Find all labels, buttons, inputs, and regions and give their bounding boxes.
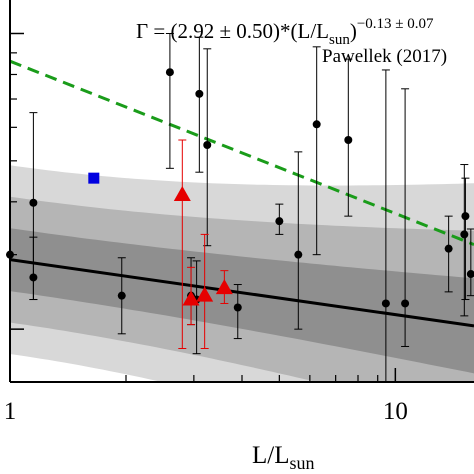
circle-marker — [29, 273, 38, 282]
reference-label: Pawellek (2017) — [322, 46, 447, 67]
circle-point — [203, 48, 212, 247]
circle-point — [461, 177, 470, 301]
circle-marker — [312, 120, 321, 129]
circle-point — [401, 88, 410, 347]
circle-point — [117, 257, 126, 335]
circle-point — [312, 46, 321, 256]
circle-point — [195, 36, 204, 173]
triangle-marker — [215, 279, 233, 295]
data-points — [6, 32, 474, 383]
x-axis-label-main: L/L — [252, 442, 290, 469]
axes: 1 10 — [4, 0, 474, 425]
series-triangle — [173, 139, 233, 350]
circle-point — [466, 228, 474, 297]
circle-marker — [233, 303, 242, 312]
fit-line — [10, 258, 474, 328]
circle-marker — [195, 89, 204, 98]
circle-marker — [461, 212, 470, 221]
triangle-marker — [173, 186, 191, 202]
series-circle — [6, 32, 474, 383]
triangle-point — [215, 270, 233, 304]
reference-line — [10, 59, 474, 246]
circle-point — [444, 215, 453, 293]
square-marker — [88, 172, 100, 184]
circle-marker — [466, 270, 474, 279]
circle-marker — [460, 230, 469, 239]
confidence-bands — [10, 165, 474, 382]
triangle-point — [182, 266, 200, 326]
band-1sigma — [10, 228, 474, 374]
circle-marker — [381, 299, 390, 308]
circle-marker — [401, 299, 410, 308]
circle-marker — [29, 198, 38, 207]
x-axis-label-sub: sun — [290, 453, 315, 473]
circle-point — [165, 32, 174, 169]
fit-equation-prefix: Γ = (2.92 ± 0.50)*(L/L — [136, 19, 329, 43]
triangle-marker — [196, 286, 214, 302]
series-square — [88, 172, 100, 184]
reference-line-layer — [10, 59, 474, 246]
circle-marker — [165, 68, 174, 77]
fit-line-layer — [10, 258, 474, 328]
circle-point — [233, 284, 242, 340]
x-tick-label: 10 — [383, 398, 408, 425]
triangle-point — [196, 233, 214, 350]
triangle-point — [173, 139, 191, 350]
circle-marker — [444, 244, 453, 253]
circle-marker — [117, 291, 126, 300]
circle-point — [460, 164, 469, 317]
circle-point — [29, 236, 38, 301]
square-point — [88, 172, 100, 184]
circle-point — [344, 58, 353, 217]
x-axis-label: L/Lsun — [252, 442, 315, 473]
fit-equation-sub: sun — [329, 32, 350, 48]
circle-point — [294, 151, 303, 330]
fit-equation: Γ = (2.92 ± 0.50)*(L/Lsun)−0.13 ± 0.07 — [136, 16, 434, 48]
circle-marker — [275, 217, 284, 226]
fit-equation-exponent: −0.13 ± 0.07 — [357, 16, 434, 32]
x-tick-label: 1 — [4, 398, 17, 425]
circle-marker — [344, 136, 353, 145]
circle-marker — [203, 140, 212, 149]
circle-point — [381, 69, 390, 383]
fit-equation-suffix: ) — [350, 19, 357, 43]
triangle-marker — [182, 290, 200, 306]
circle-marker — [294, 250, 303, 259]
circle-point — [275, 203, 284, 235]
